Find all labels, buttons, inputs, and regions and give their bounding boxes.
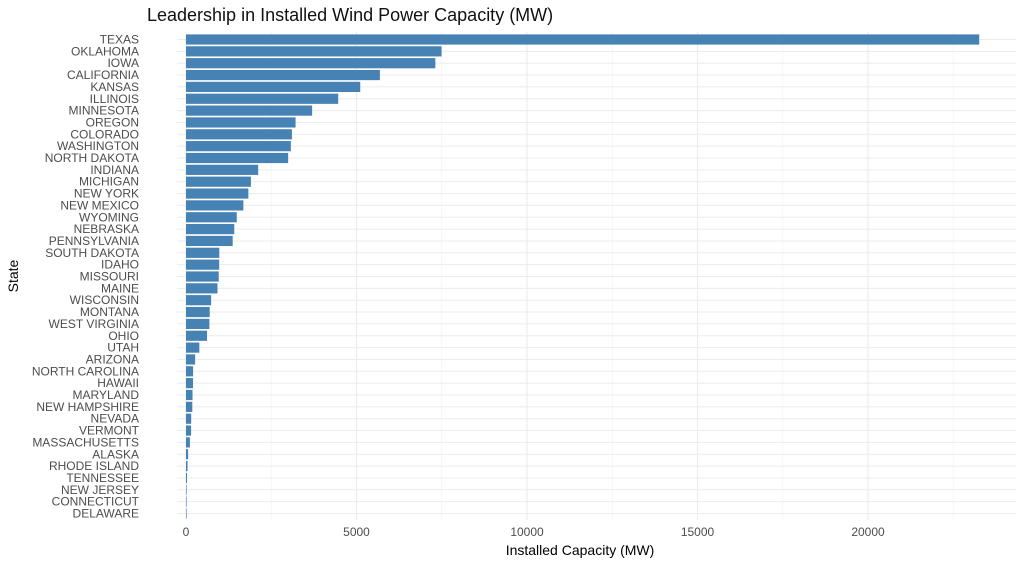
x-tick-labels: 0 5000 10000 15000 20000 <box>183 525 885 539</box>
bar <box>186 259 220 270</box>
y-tick-label: ALASKA <box>92 447 139 461</box>
bar <box>186 164 259 175</box>
y-tick-label: PENNSYLVANIA <box>49 234 139 248</box>
bar <box>186 508 187 519</box>
bar <box>186 117 296 128</box>
bar <box>186 235 233 247</box>
y-tick-label: IDAHO <box>101 258 139 272</box>
y-tick-label: CALIFORNIA <box>67 68 139 82</box>
bar <box>186 69 380 81</box>
y-tick-label: OKLAHOMA <box>71 44 139 58</box>
bar <box>186 152 289 164</box>
y-tick-label: MASSACHUSETTS <box>32 435 139 449</box>
bar <box>186 306 210 318</box>
y-tick-label: TENNESSEE <box>66 471 139 485</box>
bar <box>186 413 192 424</box>
y-tick-label: NEBRASKA <box>74 222 139 236</box>
y-tick-label: MAINE <box>101 281 139 295</box>
y-tick-label: IOWA <box>107 56 139 70</box>
y-tick-label: HAWAII <box>97 376 139 390</box>
y-tick-label: OREGON <box>86 115 139 129</box>
y-tick-label: MICHIGAN <box>79 175 139 189</box>
y-tick-label: MARYLAND <box>73 388 140 402</box>
y-tick-label: WEST VIRGINIA <box>49 317 139 331</box>
bar <box>186 141 291 152</box>
bar <box>186 484 187 495</box>
bar <box>186 105 313 116</box>
bar <box>186 271 219 282</box>
bar <box>186 224 235 235</box>
bar <box>186 188 249 199</box>
bar <box>186 247 220 258</box>
bar <box>186 401 193 412</box>
bar <box>186 437 190 448</box>
bar <box>186 354 196 365</box>
y-tick-label: MONTANA <box>80 305 139 319</box>
y-tick-label: DELAWARE <box>73 507 139 521</box>
y-tick-label: MINNESOTA <box>69 104 139 118</box>
bar <box>186 389 193 401</box>
x-tick-label: 15000 <box>681 525 715 539</box>
bar <box>186 449 189 460</box>
bars <box>186 34 980 519</box>
y-tick-label: OHIO <box>108 329 139 343</box>
bar <box>186 129 292 140</box>
bar <box>186 200 244 211</box>
grid-lines <box>177 32 1016 520</box>
y-tick-label: WISCONSIN <box>70 293 139 307</box>
bar <box>186 81 361 92</box>
bar <box>186 318 210 329</box>
y-tick-label: CONNECTICUT <box>52 495 140 509</box>
y-tick-label: SOUTH DAKOTA <box>45 246 139 260</box>
y-axis-title: State <box>5 259 21 292</box>
x-tick-label: 10000 <box>510 525 544 539</box>
x-tick-label: 5000 <box>343 525 370 539</box>
y-tick-label: KANSAS <box>90 80 139 94</box>
y-tick-label: UTAH <box>107 341 139 355</box>
bar <box>186 212 237 223</box>
y-tick-label: NEW JERSEY <box>61 483 139 497</box>
bar <box>186 46 442 57</box>
y-tick-label: WYOMING <box>79 210 139 224</box>
y-tick-labels: TEXASOKLAHOMAIOWACALIFORNIAKANSASILLINOI… <box>32 33 140 521</box>
bar <box>186 342 200 353</box>
bar <box>186 93 339 104</box>
bar <box>186 366 194 377</box>
chart-title: Leadership in Installed Wind Power Capac… <box>147 5 554 25</box>
y-tick-label: COLORADO <box>70 127 139 141</box>
y-tick-label: MISSOURI <box>80 270 139 284</box>
y-tick-label: WASHINGTON <box>57 139 139 153</box>
x-tick-label: 0 <box>183 525 190 539</box>
x-axis-title: Installed Capacity (MW) <box>506 542 655 558</box>
y-tick-label: RHODE ISLAND <box>49 459 139 473</box>
bar <box>186 496 187 507</box>
bar <box>186 283 218 294</box>
y-tick-label: VERMONT <box>79 424 140 438</box>
y-tick-label: ILLINOIS <box>90 92 139 106</box>
y-tick-label: NORTH DAKOTA <box>45 151 139 165</box>
x-tick-label: 20000 <box>851 525 885 539</box>
y-tick-label: NORTH CAROLINA <box>32 364 139 378</box>
y-tick-label: INDIANA <box>90 163 139 177</box>
bar <box>186 472 187 484</box>
bar <box>186 176 251 187</box>
bar <box>186 58 436 69</box>
y-tick-label: TEXAS <box>100 33 139 47</box>
bar <box>186 34 980 45</box>
bar <box>186 425 192 436</box>
bar <box>186 330 208 341</box>
bar <box>186 295 212 306</box>
bar <box>186 378 194 389</box>
y-tick-label: NEW MEXICO <box>60 198 139 212</box>
bar <box>186 461 188 472</box>
y-tick-label: ARIZONA <box>86 352 139 366</box>
y-tick-label: NEW HAMPSHIRE <box>36 400 139 414</box>
y-tick-label: NEVADA <box>91 412 139 426</box>
y-tick-label: NEW YORK <box>74 187 139 201</box>
